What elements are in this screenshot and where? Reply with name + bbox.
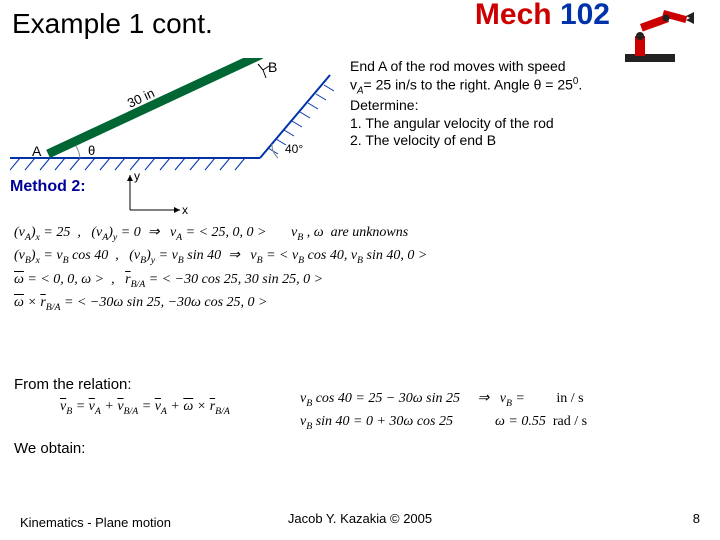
problem-line5: 2. The velocity of end B [350,132,710,150]
footer-right: 8 [693,511,700,526]
rod-diagram: A B 30 in θ 40° [10,58,340,178]
page-title: Example 1 cont. [12,8,213,40]
eq-r3: ω = < 0, 0, ω > , rB/A = < −30 cos 25, 3… [14,269,714,292]
eq-r2: (vB)x = vB cos 40 , (vB)y = vB sin 40 ⇒ … [14,245,714,268]
logo-num: 102 [560,0,610,31]
slide: Example 1 cont. Mech 102 [0,0,720,540]
eq-r4: ω × rB/A = < −30ω sin 25, −30ω cos 25, 0… [14,292,714,315]
svg-text:x: x [182,203,188,217]
from-relation-label: From the relation: [14,376,132,393]
relation-equation: vB = vA + vB/A = vA + ω × rB/A [60,396,230,419]
logo-mech: Mech [475,0,552,31]
label-B: B [268,59,277,75]
label-theta: θ [88,143,95,158]
method-label: Method 2: [10,178,86,196]
eq-r1: (vA)x = 25 , (vA)y = 0 ⇒ vA = < 25, 0, 0… [14,222,714,245]
problem-line3: Determine: [350,97,710,115]
result-r2: vB sin 40 = 0 + 30ω cos 25 ω = 0.55 rad … [300,411,587,434]
label-A: A [32,143,42,159]
problem-line4: 1. The angular velocity of the rod [350,115,710,133]
problem-line1: End A of the rod moves with speed [350,58,710,76]
xy-axes: x y [120,170,190,220]
footer-center: Jacob Y. Kazakia © 2005 [0,511,720,526]
course-logo: Mech 102 [475,0,610,30]
result-r1: vB cos 40 = 25 − 30ω sin 25 ⇒ vB = in / … [300,388,587,411]
result-equations: vB cos 40 = 25 − 30ω sin 25 ⇒ vB = in / … [300,388,587,435]
svg-text:y: y [134,170,140,183]
we-obtain-label: We obtain: [14,440,85,457]
label-40: 40° [285,142,303,156]
robot-icon [620,6,710,66]
problem-statement: End A of the rod moves with speed vA= 25… [350,58,710,150]
problem-line2: vA= 25 in/s to the right. Angle θ = 250. [350,76,710,98]
equations-block: (vA)x = 25 , (vA)y = 0 ⇒ vA = < 25, 0, 0… [14,222,714,316]
